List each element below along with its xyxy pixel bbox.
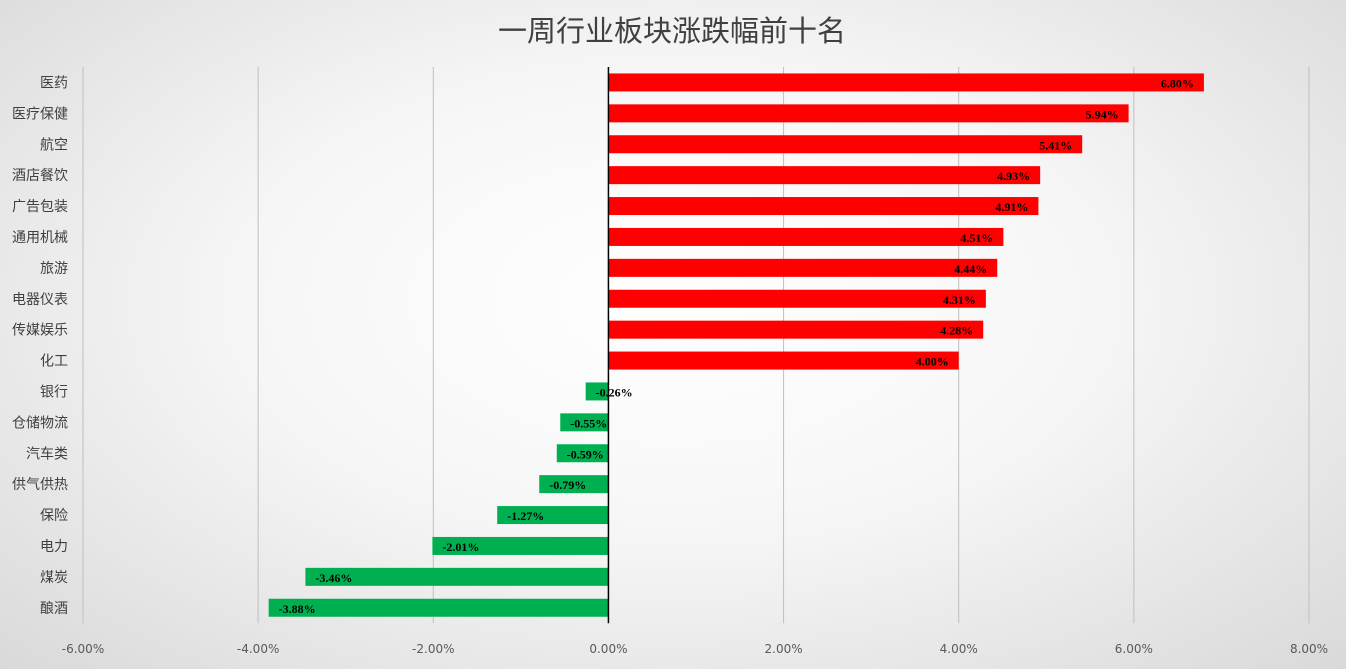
- data-label: 4.00%: [916, 355, 949, 369]
- data-label: -0.26%: [596, 385, 633, 399]
- data-label: -3.46%: [315, 571, 352, 585]
- bar: [585, 382, 609, 401]
- category-label: 供气供热: [12, 477, 68, 493]
- bar: [608, 320, 984, 339]
- data-labels: 6.80% 5.94% 5.41% 4.93% 4.91% 4.51% 4.44% 4.31%…: [279, 76, 1194, 615]
- category-label: 广告包装: [12, 199, 68, 215]
- bar: [608, 73, 1204, 92]
- bar: [608, 258, 998, 277]
- category-label: 电力: [40, 539, 68, 555]
- data-label: -0.55%: [570, 416, 607, 430]
- data-label: 4.91%: [995, 200, 1028, 214]
- data-label: -3.88%: [279, 602, 316, 616]
- category-label: 银行: [40, 384, 68, 400]
- category-label: 保险: [40, 508, 68, 524]
- data-label: -0.59%: [567, 447, 604, 461]
- category-label: 化工: [40, 354, 68, 370]
- bar: [268, 598, 609, 617]
- category-label: 通用机械: [12, 230, 68, 246]
- bar: [608, 166, 1041, 185]
- category-label: 电器仪表: [12, 292, 68, 308]
- bar: [305, 567, 609, 586]
- data-label: 5.41%: [1039, 138, 1072, 152]
- x-tick-label: 4.00%: [940, 642, 978, 656]
- x-tick-labels: -6.00% -4.00% -2.00% 0.00% 2.00% 4.00% 6.00% 8.…: [62, 642, 1328, 656]
- bar: [608, 351, 959, 370]
- category-label: 煤炭: [40, 570, 68, 586]
- data-label: 4.93%: [997, 169, 1030, 183]
- bar: [432, 536, 609, 555]
- category-label: 汽车类: [26, 445, 68, 462]
- chart-title: 一周行业板块涨跌幅前十名: [498, 14, 846, 48]
- data-label: -0.79%: [549, 478, 586, 492]
- category-label: 酿酒: [40, 601, 68, 617]
- data-label: -1.27%: [507, 509, 544, 523]
- x-tick-label: 2.00%: [765, 642, 803, 656]
- bar: [497, 506, 609, 525]
- x-tick-label: 6.00%: [1115, 642, 1153, 656]
- bar: [539, 475, 609, 494]
- data-label: 4.31%: [943, 293, 976, 307]
- x-tick-label: -2.00%: [412, 642, 454, 656]
- data-label: 6.80%: [1161, 76, 1194, 90]
- x-tick-label: -4.00%: [237, 642, 279, 656]
- data-label: -2.01%: [442, 540, 479, 554]
- category-labels: 医药医疗保健航空酒店餐饮广告包装通用机械旅游电器仪表传媒娱乐化工银行仓储物流汽车…: [12, 75, 68, 616]
- data-label: 4.44%: [954, 262, 987, 276]
- bars: [268, 73, 1204, 617]
- category-label: 航空: [40, 137, 68, 153]
- data-label: 4.51%: [960, 231, 993, 245]
- bar: [608, 104, 1129, 123]
- x-tick-label: 0.00%: [589, 642, 627, 656]
- bar: [556, 444, 609, 463]
- category-label: 酒店餐饮: [12, 168, 68, 184]
- category-label: 仓储物流: [12, 415, 68, 431]
- bar: [608, 289, 986, 308]
- x-tick-label: 8.00%: [1290, 642, 1328, 656]
- category-label: 医疗保健: [12, 106, 68, 122]
- bar: [608, 135, 1083, 154]
- data-label: 5.94%: [1086, 107, 1119, 121]
- bar: [608, 227, 1004, 246]
- category-label: 旅游: [40, 261, 68, 277]
- category-label: 传媒娱乐: [12, 323, 68, 339]
- bar: [608, 197, 1039, 216]
- category-label: 医药: [40, 75, 68, 91]
- x-tick-label: -6.00%: [62, 642, 104, 656]
- grid-lines: [82, 67, 1310, 624]
- bar: [560, 413, 609, 432]
- data-label: 4.28%: [940, 324, 973, 338]
